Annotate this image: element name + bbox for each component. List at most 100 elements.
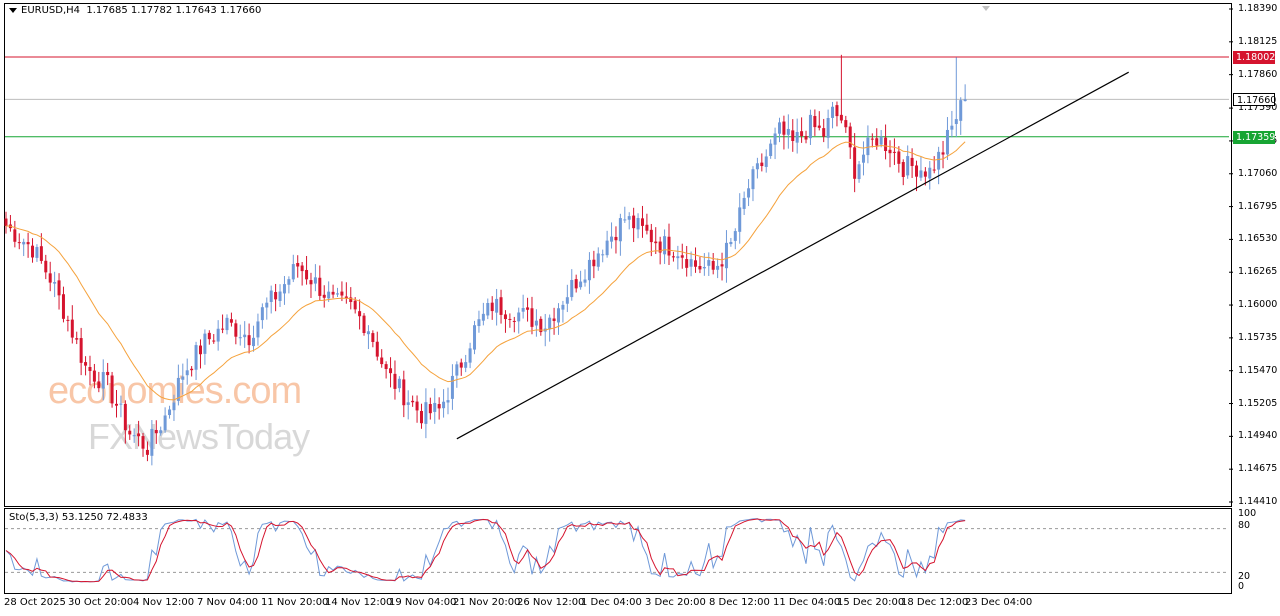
candle-body [185,370,189,376]
price-axis-label: 1.16530 [1238,233,1278,245]
candle-body [707,260,711,266]
price-axis-label: 1.14940 [1238,430,1278,442]
candle-body [415,401,419,411]
candle-body [583,279,587,283]
candle-body [557,308,560,323]
candle-body [168,409,172,416]
candle-body [552,318,556,321]
candle-body [539,318,543,333]
candle-body [198,345,202,355]
candle-body [172,402,176,411]
candle-body [397,378,401,389]
stoch-signal-line [5,518,966,583]
candle-body [61,294,65,319]
candle-body [614,236,618,241]
candle-body [813,116,817,128]
candle-body [353,300,357,310]
candle-body [919,170,923,178]
candle-body [39,246,43,261]
candle-body [159,430,163,434]
candle-body [278,291,282,301]
candle-body [804,135,808,140]
candle-body [884,137,888,151]
time-axis-label: 15 Dec 20:00 [837,597,905,608]
candle-body [658,241,662,253]
ohlc-values: 1.17685 1.17782 1.17643 1.17660 [86,5,262,16]
candle-body [901,162,905,177]
candle-body [137,433,141,437]
candle-body [181,376,185,380]
time-axis-label: 8 Dec 12:00 [709,597,770,608]
time-axis-label: 4 Nov 12:00 [133,597,195,608]
candle-body [526,307,530,310]
candle-body [702,266,706,269]
candle-body [800,131,804,137]
candle-body [906,156,910,176]
time-axis-label: 14 Nov 12:00 [325,597,393,608]
candle-body [671,256,675,258]
candle-body [305,269,309,280]
candle-body [923,171,927,177]
candle-body [760,162,764,167]
candle-body [203,333,207,354]
candle-body [291,264,295,280]
candle-body [477,319,481,327]
candle-body [79,338,83,363]
candle-body [928,167,932,179]
candle-body [163,415,167,431]
candle-body [698,265,702,270]
price-axis-label: 1.17860 [1238,68,1278,80]
candle-body [252,337,256,347]
time-axis-label: 19 Nov 04:00 [389,597,457,608]
candle-body [623,219,627,221]
candle-body [720,264,724,267]
candle-body [508,318,512,320]
candle-body [402,379,406,406]
candle-body [517,312,521,322]
candle-body [57,280,61,296]
price-axis-label: 1.15205 [1238,397,1278,409]
candle-body [371,333,375,342]
candle-body [742,197,746,209]
candle-body [92,370,96,382]
price-axis-label: 1.16795 [1238,200,1278,212]
candle-body [959,100,963,121]
candle-body [265,302,269,308]
candle-body [221,328,225,330]
stochastic-pane[interactable] [4,508,1232,594]
candle-body [176,377,180,401]
candle-body [437,404,441,409]
candle-body [145,449,149,455]
candle-body [424,402,428,424]
candle-body [468,348,472,363]
main-price-pane[interactable] [4,3,1232,507]
candle-body [406,402,410,405]
candle-body [773,133,777,145]
candle-body [808,114,812,139]
candle-body [848,126,852,148]
price-axis-label: 1.18125 [1238,35,1278,47]
candle-body [340,291,344,296]
price-tag: 1.17660 [1233,93,1276,107]
price-axis-label: 1.16265 [1238,266,1278,278]
candle-body [751,169,755,190]
dropdown-triangle-icon[interactable] [9,7,17,13]
candle-body [601,254,605,256]
candle-body [419,411,423,424]
candle-body [44,260,48,273]
candle-body [587,259,591,281]
candle-body [610,236,614,242]
candle-body [442,401,446,409]
candle-body [910,157,914,166]
candle-body [110,375,114,404]
candle-body [70,319,74,338]
candle-body [327,291,331,299]
candle-body [888,149,892,154]
price-axis-label: 1.14675 [1238,463,1278,475]
candle-body [123,403,127,431]
candle-body [503,314,507,320]
candle-body [853,147,857,179]
price-tag: 1.17359 [1233,130,1275,144]
candle-body [35,247,39,258]
